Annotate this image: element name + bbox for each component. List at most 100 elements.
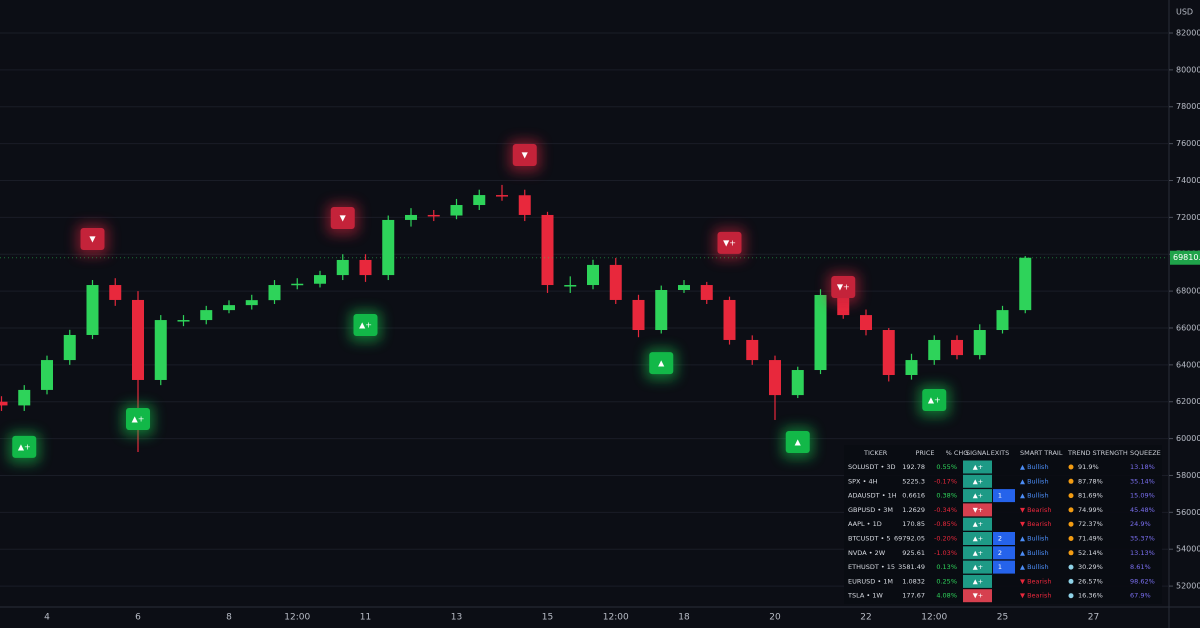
x-tick-label: 4 xyxy=(44,613,50,623)
y-tick-label: 56000.0 xyxy=(1176,508,1200,517)
candle-body xyxy=(769,360,781,396)
table-cell: 192.78 xyxy=(902,463,925,471)
currency: USD xyxy=(1176,8,1193,17)
signal-cell xyxy=(963,517,992,531)
table-cell: 1 xyxy=(998,563,1002,571)
table-header: SQUEEZE xyxy=(1130,449,1161,457)
x-tick-label: 12:00 xyxy=(921,613,947,623)
table-cell: 1.0832 xyxy=(902,577,925,585)
strength-icon xyxy=(1068,578,1074,584)
y-tick-label: 74000.0 xyxy=(1176,176,1200,185)
candle-body xyxy=(245,300,258,306)
table-cell: BTCUSDT • 5 xyxy=(848,535,891,543)
signal-cell xyxy=(963,560,992,574)
candle-body xyxy=(496,195,508,197)
x-tick-label: 8 xyxy=(226,613,232,623)
table-cell: 4.08% xyxy=(936,592,957,600)
table-cell: 71.49% xyxy=(1078,535,1103,543)
signal-cell xyxy=(963,546,992,560)
y-tick-label: 66000.0 xyxy=(1176,323,1200,332)
table-cell: ▼ Bearish xyxy=(1020,520,1052,528)
exit-cell xyxy=(993,546,1015,560)
table-cell: 2 xyxy=(998,549,1002,557)
table-cell: ▲ Bullish xyxy=(1020,563,1049,571)
table-cell: ▼+ xyxy=(973,592,983,600)
y-tick-label: 60000.0 xyxy=(1176,434,1200,443)
table-cell: ▲ Bullish xyxy=(1020,477,1049,485)
table-cell: 925.61 xyxy=(902,549,925,557)
y-tick-label: 80000.0 xyxy=(1176,65,1200,74)
table-cell: 3581.49 xyxy=(898,563,925,571)
table-cell: 45.48% xyxy=(1130,506,1155,514)
table-cell: ▼ Bearish xyxy=(1020,577,1052,585)
table-cell: EURUSD • 1M xyxy=(848,577,893,585)
table-header: TICKER xyxy=(863,449,888,457)
signal-marker xyxy=(80,228,105,251)
x-tick-label: 15 xyxy=(542,613,553,623)
y-tick-label: 78000.0 xyxy=(1176,102,1200,111)
x-tick-label: 20 xyxy=(769,613,781,623)
x-tick-label: 18 xyxy=(678,613,690,623)
x-tick-label: 12:00 xyxy=(603,613,629,623)
candle-body xyxy=(177,320,190,322)
x-tick-label: 25 xyxy=(997,613,1008,623)
exit-cell xyxy=(993,489,1015,503)
table-cell: 81.69% xyxy=(1078,492,1103,500)
candle-body xyxy=(541,214,554,286)
signal-marker xyxy=(330,207,355,230)
candle-body xyxy=(405,214,417,220)
candle-body xyxy=(678,285,690,291)
signal-label: ▼ xyxy=(340,214,347,223)
y-tick-label: 58000.0 xyxy=(1176,471,1200,480)
table-background xyxy=(844,445,1162,604)
candle-body xyxy=(882,330,895,375)
table-cell: ▲+ xyxy=(973,563,983,571)
table-cell: 91.9% xyxy=(1078,463,1099,471)
y-tick-label: 62000.0 xyxy=(1176,397,1200,406)
candle-body xyxy=(63,334,76,361)
table-header: % CHG xyxy=(946,449,969,457)
candle-body xyxy=(359,259,372,276)
signal-marker xyxy=(512,143,537,166)
table-cell: ▲ Bullish xyxy=(1020,492,1049,500)
signal-label: ▼+ xyxy=(723,238,736,247)
table-header: EXITS xyxy=(991,449,1010,457)
signal-label: ▲ xyxy=(658,359,665,368)
candle-body xyxy=(564,285,577,287)
table-cell: 16.36% xyxy=(1078,592,1103,600)
x-tick-label: 13 xyxy=(451,613,462,623)
table-cell: ▲+ xyxy=(973,577,983,585)
table-cell: ▲ Bullish xyxy=(1020,549,1049,557)
signal-cell xyxy=(963,589,992,603)
table-cell: 13.18% xyxy=(1130,463,1155,471)
table-cell: 0.55% xyxy=(936,463,957,471)
candle-body xyxy=(928,339,941,361)
table-cell: -1.03% xyxy=(934,549,957,557)
strength-icon xyxy=(1068,536,1074,541)
candle-body xyxy=(450,205,463,216)
y-tick-label: 76000.0 xyxy=(1176,139,1200,148)
y-tick-label: 72000.0 xyxy=(1176,213,1200,222)
signal-marker xyxy=(922,388,947,411)
table-cell: TSLA • 1W xyxy=(847,592,883,600)
table-cell: 35.14% xyxy=(1130,477,1155,485)
candle-body xyxy=(268,285,281,301)
candle-body xyxy=(473,195,486,206)
candle-body xyxy=(18,389,31,406)
strength-icon xyxy=(1068,564,1074,570)
signal-label: ▼ xyxy=(522,150,529,159)
table-cell: 67.9% xyxy=(1130,592,1151,600)
table-cell: 72.37% xyxy=(1078,520,1103,528)
table-cell: ▲ Bullish xyxy=(1020,463,1049,471)
table-cell: 74.99% xyxy=(1078,506,1103,514)
candle-body xyxy=(632,299,645,331)
table-cell: SOLUSDT • 3D xyxy=(848,463,896,471)
last-price-box xyxy=(1170,250,1200,265)
y-tick-label: 52000.0 xyxy=(1176,582,1200,591)
candle-body xyxy=(609,264,622,300)
table-cell: 24.9% xyxy=(1130,520,1151,528)
signal-label: ▲ xyxy=(795,438,802,447)
table-cell: ▲+ xyxy=(973,520,983,528)
table-header: TREND STRENGTH xyxy=(1067,449,1128,457)
